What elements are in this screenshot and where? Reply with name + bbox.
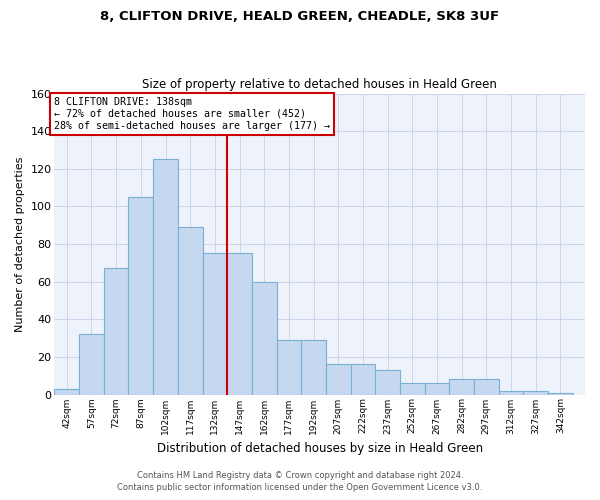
Title: Size of property relative to detached houses in Heald Green: Size of property relative to detached ho… <box>142 78 497 91</box>
Bar <box>499 391 523 394</box>
Bar <box>474 380 499 394</box>
Text: Contains HM Land Registry data © Crown copyright and database right 2024.
Contai: Contains HM Land Registry data © Crown c… <box>118 471 482 492</box>
Bar <box>449 380 474 394</box>
Bar <box>326 364 350 394</box>
Text: 8, CLIFTON DRIVE, HEALD GREEN, CHEADLE, SK8 3UF: 8, CLIFTON DRIVE, HEALD GREEN, CHEADLE, … <box>100 10 500 23</box>
Bar <box>104 268 128 394</box>
Bar <box>350 364 375 394</box>
Bar <box>55 389 79 394</box>
Bar <box>301 340 326 394</box>
Bar <box>375 370 400 394</box>
Bar <box>79 334 104 394</box>
Bar <box>153 160 178 394</box>
Bar <box>203 254 227 394</box>
Bar <box>252 282 277 395</box>
Bar <box>548 392 572 394</box>
Bar <box>128 197 153 394</box>
Text: 8 CLIFTON DRIVE: 138sqm
← 72% of detached houses are smaller (452)
28% of semi-d: 8 CLIFTON DRIVE: 138sqm ← 72% of detache… <box>55 98 331 130</box>
Bar <box>277 340 301 394</box>
X-axis label: Distribution of detached houses by size in Heald Green: Distribution of detached houses by size … <box>157 442 483 455</box>
Bar <box>400 383 425 394</box>
Bar <box>178 227 203 394</box>
Bar <box>227 254 252 394</box>
Y-axis label: Number of detached properties: Number of detached properties <box>15 156 25 332</box>
Bar <box>425 383 449 394</box>
Bar <box>523 391 548 394</box>
